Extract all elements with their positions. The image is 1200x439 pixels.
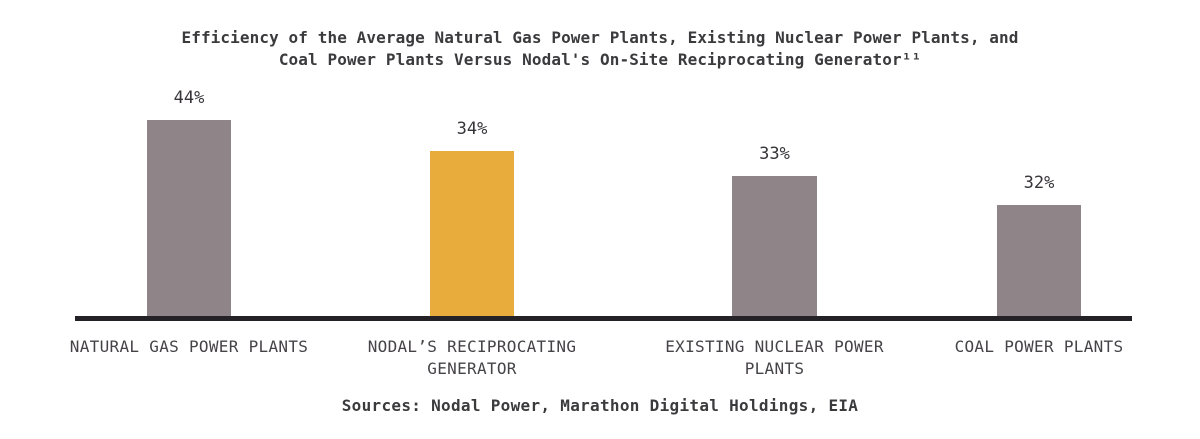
category-label-nuclear: EXISTING NUCLEAR POWER PLANTS: [665, 337, 884, 378]
bar-value-label: 32%: [1023, 173, 1055, 193]
x-axis-line: [75, 316, 1132, 321]
chart-title: Efficiency of the Average Natural Gas Po…: [0, 27, 1200, 71]
chart-title-line-2: Coal Power Plants Versus Nodal's On-Site…: [278, 50, 922, 69]
bar-value-label: 33%: [759, 144, 790, 164]
bar-nuclear: [732, 176, 817, 318]
category-label-coal: COAL POWER PLANTS: [954, 337, 1124, 356]
bar-value-label: 34%: [456, 119, 488, 139]
bar-value-label: 44%: [173, 88, 205, 108]
bar-natural-gas: [147, 120, 231, 318]
category-label-natural-gas: NATURAL GAS POWER PLANTS: [69, 337, 309, 356]
bar-nodal-generator: [430, 151, 514, 318]
category-label-nodal-generator: NODAL’S RECIPROCATING GENERATOR: [367, 337, 577, 378]
source-note: Sources: Nodal Power, Marathon Digital H…: [341, 396, 859, 415]
bar-coal: [997, 205, 1081, 318]
chart-title-line-1: Efficiency of the Average Natural Gas Po…: [181, 28, 1019, 47]
